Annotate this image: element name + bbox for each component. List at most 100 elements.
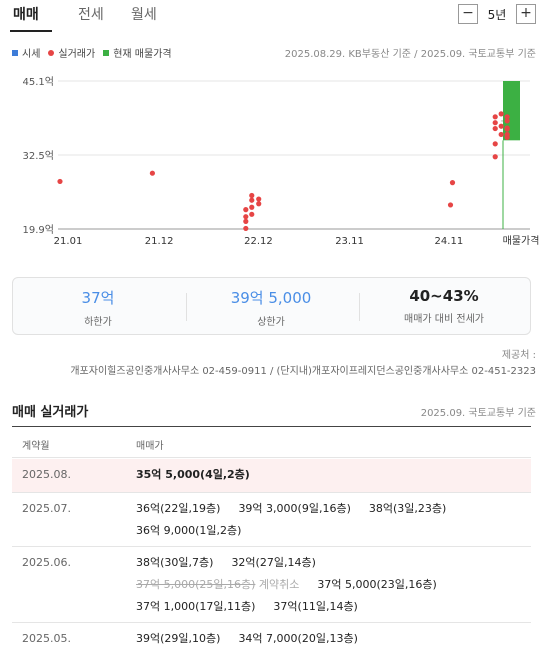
period-increase-button[interactable]: + [516, 4, 536, 24]
divider [186, 293, 187, 321]
data-point [492, 120, 498, 126]
x-tick-label: 22.12 [244, 236, 273, 247]
divider [359, 293, 360, 321]
deal-entry: 32억(27일,14층) [231, 556, 316, 569]
period-decrease-button[interactable]: − [458, 4, 478, 24]
low-price-label: 하한가 [84, 317, 112, 328]
data-point [243, 225, 249, 232]
col-sale-price: 매매가 [136, 441, 164, 452]
y-tick-label: 45.1억 [23, 76, 54, 88]
x-tick-label: 21.12 [145, 236, 174, 247]
data-point [447, 202, 454, 208]
deal-entry: 38억(3일,23층) [368, 502, 447, 515]
source-text: 개포자이힐즈공인중개사사무소 02-459-0911 / (단지내)개포자이프레… [70, 366, 536, 377]
active-tab-indicator [10, 30, 52, 32]
legend-item-listing-price: 현재 매물가격 [103, 45, 172, 60]
table-row: 2025.05. 39억(29일,10층) 34억 7,000(20일,13층) [12, 623, 531, 650]
data-point [57, 178, 63, 185]
chart-basis-note: 2025.08.29. KB부동산 기준 / 2025.09. 국토교통부 기준 [284, 49, 536, 60]
deal-entry: 36억 9,000(1일,2층) [136, 524, 242, 537]
summary-ratio: 40~43% 매매가 대비 전세가 [359, 287, 529, 325]
data-point [492, 125, 498, 132]
table-row: 2025.07. 36억(22일,19층) 39억 3,000(9일,16층) 38… [12, 493, 531, 547]
data-point [249, 204, 255, 210]
data-point [498, 123, 504, 129]
period-value: 5년 [487, 7, 507, 22]
high-price-label: 상한가 [257, 317, 285, 328]
legend-label: 실거래가 [58, 49, 96, 60]
data-point [449, 180, 456, 186]
row-deals: 35억 5,000(4일,2층) [136, 464, 528, 486]
row-deals: 39억(29일,10층) 34억 7,000(20일,13층) [136, 628, 528, 650]
row-date: 2025.05. [22, 632, 71, 645]
square-marker-icon [103, 49, 110, 56]
data-point [504, 131, 510, 138]
data-point [504, 118, 510, 124]
data-point [249, 192, 255, 199]
data-point [249, 197, 255, 203]
y-tick-label: 32.5억 [23, 150, 54, 162]
tab-jeonse[interactable]: 전세 [78, 7, 104, 23]
square-marker-icon [12, 49, 18, 56]
data-point [249, 211, 255, 217]
data-point [498, 131, 504, 138]
data-point [492, 141, 498, 147]
row-deals: 36억(22일,19층) 39억 3,000(9일,16층) 38억(3일,23층)… [136, 498, 528, 542]
deal-entry: 37억 5,000(23일,16층) [317, 578, 437, 591]
y-tick-label: 19.9억 [23, 224, 54, 236]
data-point [492, 154, 498, 160]
high-price-value: 39억 5,000 [230, 289, 312, 307]
jeonse-ratio-value: 40~43% [409, 287, 479, 305]
deal-entry: 35억 5,000(4일,2층) [136, 468, 250, 481]
legend-item-actual-price: 실거래가 [48, 45, 95, 60]
data-point [504, 114, 510, 120]
deal-entry: 38억(30일,7층) [136, 556, 214, 569]
price-summary: 37억 하한가 39억 5,000 상한가 40~43% 매매가 대비 전세가 [12, 277, 531, 335]
tab-sale[interactable]: 매매 [13, 7, 39, 23]
data-point [243, 214, 249, 220]
data-point [256, 201, 262, 207]
summary-high: 39억 5,000 상한가 [186, 287, 356, 328]
deal-entry: 37억(11일,14층) [273, 600, 358, 613]
data-point [492, 114, 498, 120]
data-point [243, 207, 249, 213]
col-contract-month: 계약월 [22, 441, 50, 452]
deal-type-tabs: 매매 전세 월세 − 5년 + [0, 0, 548, 34]
x-tick-label: 21.01 [54, 236, 83, 247]
x-tick-label: 매물가격 [503, 234, 540, 247]
row-deals: 38억(30일,7층) 32억(27일,14층) 37억 5,000(25일,16… [136, 552, 528, 618]
summary-low: 37억 하한가 [13, 287, 183, 328]
data-point [498, 111, 504, 117]
listing-range-bar [503, 81, 520, 141]
deal-entry: 39억 3,000(9일,16층) [238, 502, 351, 515]
source-label: 제공처 : [501, 350, 536, 361]
low-price-value: 37억 [81, 289, 115, 307]
deal-entry: 36억(22일,19층) [136, 502, 221, 515]
chart-legend: 시세 실거래가 현재 매물가격 [12, 45, 172, 60]
data-point [149, 170, 155, 176]
deal-entry: 39억(29일,10층) [136, 632, 221, 645]
data-point [504, 125, 510, 131]
table-row: 2025.06. 38억(30일,7층) 32억(27일,14층) 37억 5,0… [12, 547, 531, 623]
deal-entry: 37억 1,000(17일,11층) [136, 600, 256, 613]
period-selector: − 5년 + [458, 4, 536, 24]
x-tick-label: 24.11 [435, 236, 464, 247]
section-title: 매매 실거래가 [12, 405, 89, 420]
data-point [243, 218, 249, 224]
table-row: 2025.08. 35억 5,000(4일,2층) [12, 459, 531, 493]
dot-marker-icon [48, 49, 55, 56]
section-basis: 2025.09. 국토교통부 기준 [420, 408, 536, 419]
legend-label: 현재 매물가격 [113, 49, 172, 60]
x-tick-label: 23.11 [335, 236, 364, 247]
trades-table-header: 계약월 매매가 [12, 426, 531, 458]
cancelled-deal-entry: 37억 5,000(25일,16층) [136, 578, 256, 591]
cancelled-tag: 계약취소 [258, 578, 300, 591]
row-date: 2025.08. [22, 468, 71, 481]
row-date: 2025.06. [22, 556, 71, 569]
legend-label: 시세 [22, 49, 41, 60]
data-point [256, 196, 262, 202]
jeonse-ratio-label: 매매가 대비 전세가 [404, 314, 484, 325]
tab-monthly-rent[interactable]: 월세 [131, 7, 157, 23]
deal-entry: 34억 7,000(20일,13층) [238, 632, 358, 645]
